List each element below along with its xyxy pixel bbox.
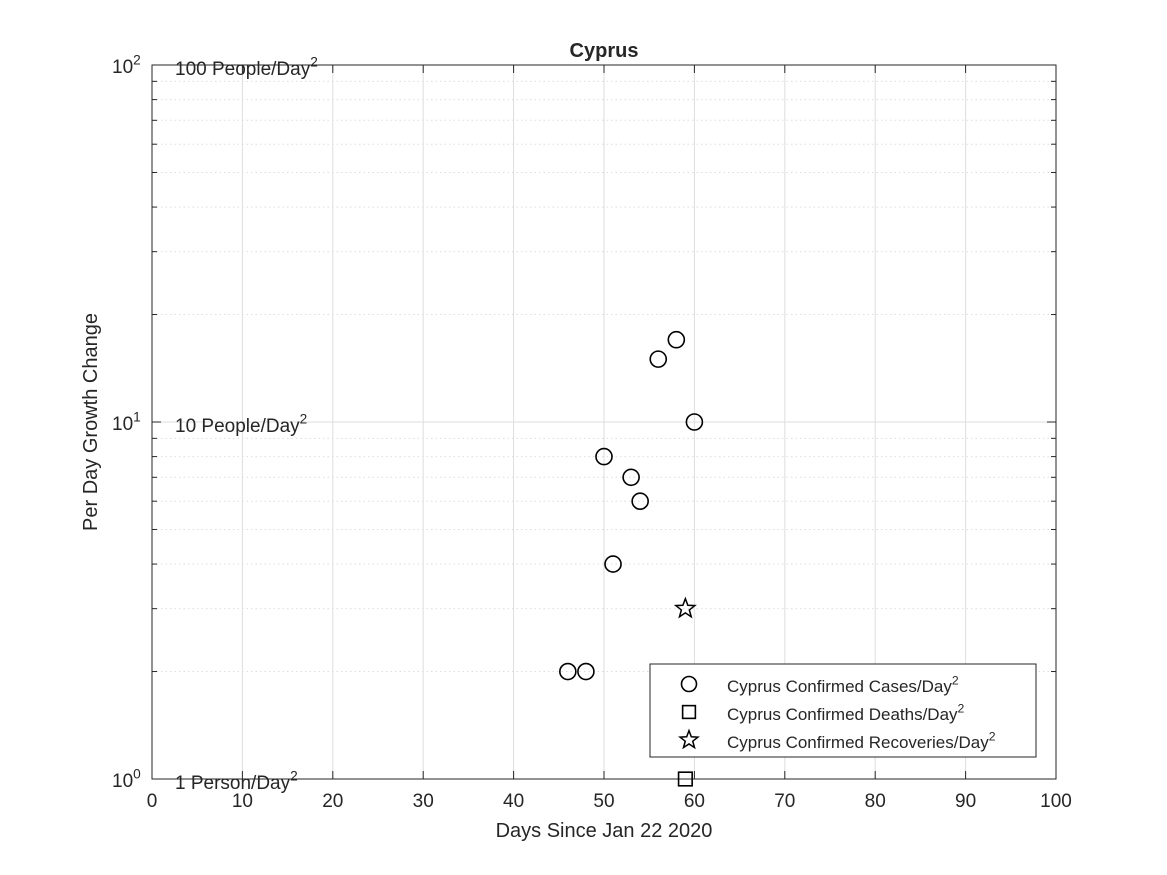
x-tick-label: 60 (684, 791, 705, 812)
y-tick-label: 102 (112, 52, 141, 78)
x-axis-label: Days Since Jan 22 2020 (496, 820, 713, 842)
x-tick-label: 80 (865, 791, 886, 812)
y-tick-label: 100 (112, 766, 141, 792)
chart-title: Cyprus (570, 40, 639, 62)
case-point (559, 662, 577, 681)
case-point (631, 492, 649, 511)
x-tick-label: 10 (232, 791, 253, 812)
x-tick-label: 50 (593, 791, 614, 812)
data-marks (559, 330, 704, 787)
legend: Cyprus Confirmed Cases/Day2 Cyprus Confir… (649, 663, 1037, 758)
case-point (604, 555, 622, 573)
x-tick-label: 20 (322, 791, 343, 812)
reference-labels: 100 People/Day2 10 People/Day2 1 Person/Da… (175, 54, 318, 794)
case-point (685, 413, 704, 431)
reference-label: 100 People/Day2 (175, 54, 318, 80)
death-point (677, 771, 693, 787)
y-axis-label: Per Day Growth Change (80, 313, 102, 531)
case-point (667, 330, 686, 349)
y-tick-label: 101 (112, 409, 141, 435)
case-point (622, 468, 640, 487)
recovery-point (673, 596, 697, 619)
reference-label: 10 People/Day2 (175, 411, 307, 437)
square-marker-icon (681, 704, 697, 720)
x-tick-label: 0 (147, 791, 158, 812)
reference-label: 1 Person/Day2 (175, 768, 298, 794)
circle-marker-icon (680, 675, 698, 693)
x-tick-label: 40 (503, 791, 524, 812)
x-tick-label: 100 (1040, 791, 1072, 812)
legend-box (649, 663, 1037, 758)
legend-entry-label: Cyprus Confirmed Recoveries/Day2 (727, 729, 996, 752)
case-point (595, 447, 613, 466)
legend-entry-label: Cyprus Confirmed Cases/Day2 (727, 673, 959, 696)
x-tick-label: 30 (413, 791, 434, 812)
star-marker-icon (678, 728, 700, 750)
x-tick-label: 90 (955, 791, 976, 812)
x-tick-label: 70 (774, 791, 795, 812)
ticks-layer: 0 10 20 30 40 50 60 70 80 90 100 100 101 102 (112, 52, 1072, 812)
legend-entry-label: Cyprus Confirmed Deaths/Day2 (727, 701, 965, 724)
case-point (649, 350, 668, 368)
case-point (577, 662, 595, 681)
